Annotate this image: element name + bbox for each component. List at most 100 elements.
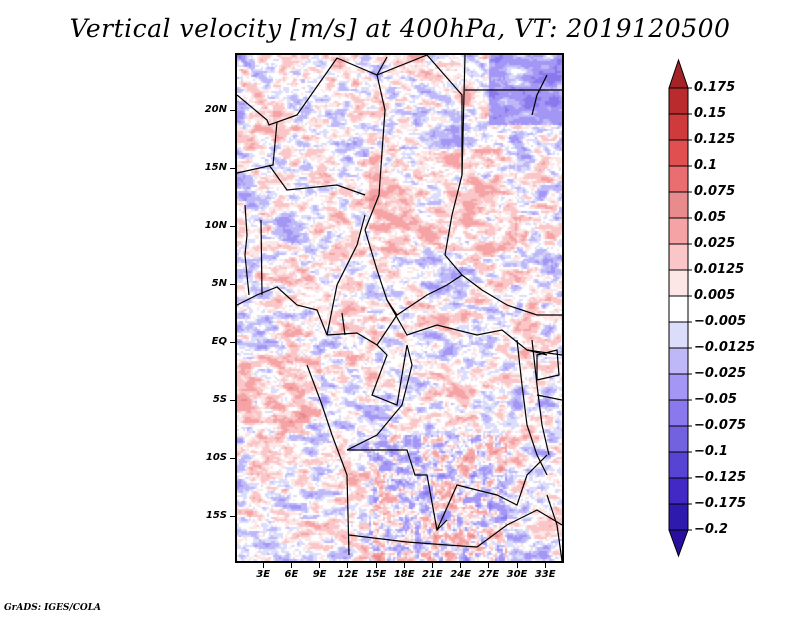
x-tick-label: 15E [365,569,387,580]
colorbar-label: −0.2 [694,522,728,537]
colorbar-label: −0.075 [694,418,747,433]
grads-credit: GrADS: IGES/COLA [4,603,102,613]
border-coast-gabon-angola [306,364,350,556]
border-angola-namibia [348,534,478,548]
border-drc-zambia [436,454,548,531]
border-libya-chad [376,55,463,175]
colorbar-swatch [668,295,689,323]
x-tick-label: 9E [312,569,327,580]
y-tick-mark [230,342,235,344]
border-mali-niger [237,121,278,174]
colorbar-swatch [668,269,689,297]
chart-title: Vertical velocity [m/s] at 400hPa, VT: 2… [69,14,731,43]
border-west-africa-coast [237,286,328,336]
colorbar-label: 0.075 [694,184,736,199]
x-tick-label: 30E [506,569,528,580]
border-east-africa [526,349,562,561]
map-plot-area [235,53,564,563]
colorbar-swatch [668,399,689,427]
y-tick-label: 10N [204,219,227,231]
y-tick-mark [230,284,235,286]
colorbar-swatch [668,139,689,167]
colorbar-label: 0.1 [694,158,718,173]
x-tick-mark [488,563,490,568]
border-gabon-congo [326,312,408,406]
colorbar-swatch [668,113,689,141]
colorbar-swatch [668,347,689,375]
x-tick-label: 3E [256,569,271,580]
y-tick-label: 10S [205,451,227,463]
x-tick-mark [375,563,377,568]
y-tick-label: 5S [212,393,227,405]
x-tick-mark [544,563,546,568]
colorbar-swatch [668,243,689,271]
x-tick-mark [403,563,405,568]
colorbar-label: −0.0125 [694,340,756,355]
border-car-sudan [396,274,562,316]
colorbar-label: 0.125 [694,132,736,147]
colorbar-label: 0.05 [694,210,727,225]
colorbar-label: 0.0125 [694,262,745,277]
colorbar-label: 0.15 [694,106,727,121]
colorbar-label: 0.005 [694,288,736,303]
border-drc-angola [347,449,448,532]
colorbar-label: 0.175 [694,80,736,95]
x-tick-label: 6E [284,569,299,580]
border-red-sea-coast [531,74,548,116]
y-tick-label: EQ [211,335,227,347]
y-tick-mark [230,516,235,518]
vertical-velocity-field [237,55,562,561]
colorbar-swatch [668,451,689,479]
x-tick-mark [431,563,433,568]
border-nigeria-cameroon [326,214,366,336]
x-tick-mark [347,563,349,568]
border-algeria-niger [237,57,338,126]
colorbar-label: −0.125 [694,470,747,485]
y-tick-label: 5N [211,277,227,289]
colorbar-label: −0.1 [694,444,728,459]
y-tick-mark [230,400,235,402]
colorbar-label: −0.025 [694,366,747,381]
colorbar-swatch [668,217,689,245]
colorbar-swatch [668,373,689,401]
x-tick-label: 24E [450,569,471,580]
colorbar-extend-max [668,58,689,89]
x-tick-mark [290,563,292,568]
x-tick-label: 18E [393,569,415,580]
colorbar-extend-min [668,529,689,558]
x-tick-label: 33E [534,569,556,580]
x-tick-label: 21E [422,569,443,580]
colorbar-swatch [668,191,689,219]
border-rift-lakes [516,339,550,476]
border-niger-nigeria [268,164,366,196]
x-tick-mark [319,563,321,568]
y-tick-label: 15S [205,509,227,521]
colorbar-swatch [668,477,689,505]
y-tick-mark [230,226,235,228]
country-borders [237,55,562,561]
border-egypt-sudan [461,55,466,176]
y-tick-mark [230,110,235,112]
colorbar-swatch [668,503,689,531]
border-zambia-mozambique [476,509,562,548]
x-tick-mark [516,563,518,568]
y-tick-label: 20N [204,103,227,115]
x-tick-mark [460,563,462,568]
border-congo-drc [346,344,413,451]
border-benin-togo [244,204,263,296]
border-lake-victoria [536,349,560,381]
colorbar-label: −0.05 [694,392,737,407]
y-tick-label: 15N [204,161,227,173]
border-niger-chad [364,74,386,231]
colorbar-swatch [668,87,689,115]
border-chad-sudan [444,174,463,276]
x-tick-mark [262,563,264,568]
y-tick-mark [230,168,235,170]
x-tick-label: 27E [478,569,500,580]
y-tick-mark [230,458,235,460]
colorbar-swatch [668,425,689,453]
colorbar-label: −0.005 [694,314,747,329]
x-tick-label: 12E [337,569,359,580]
colorbar-label: −0.175 [694,496,747,511]
colorbar-swatch [668,165,689,193]
